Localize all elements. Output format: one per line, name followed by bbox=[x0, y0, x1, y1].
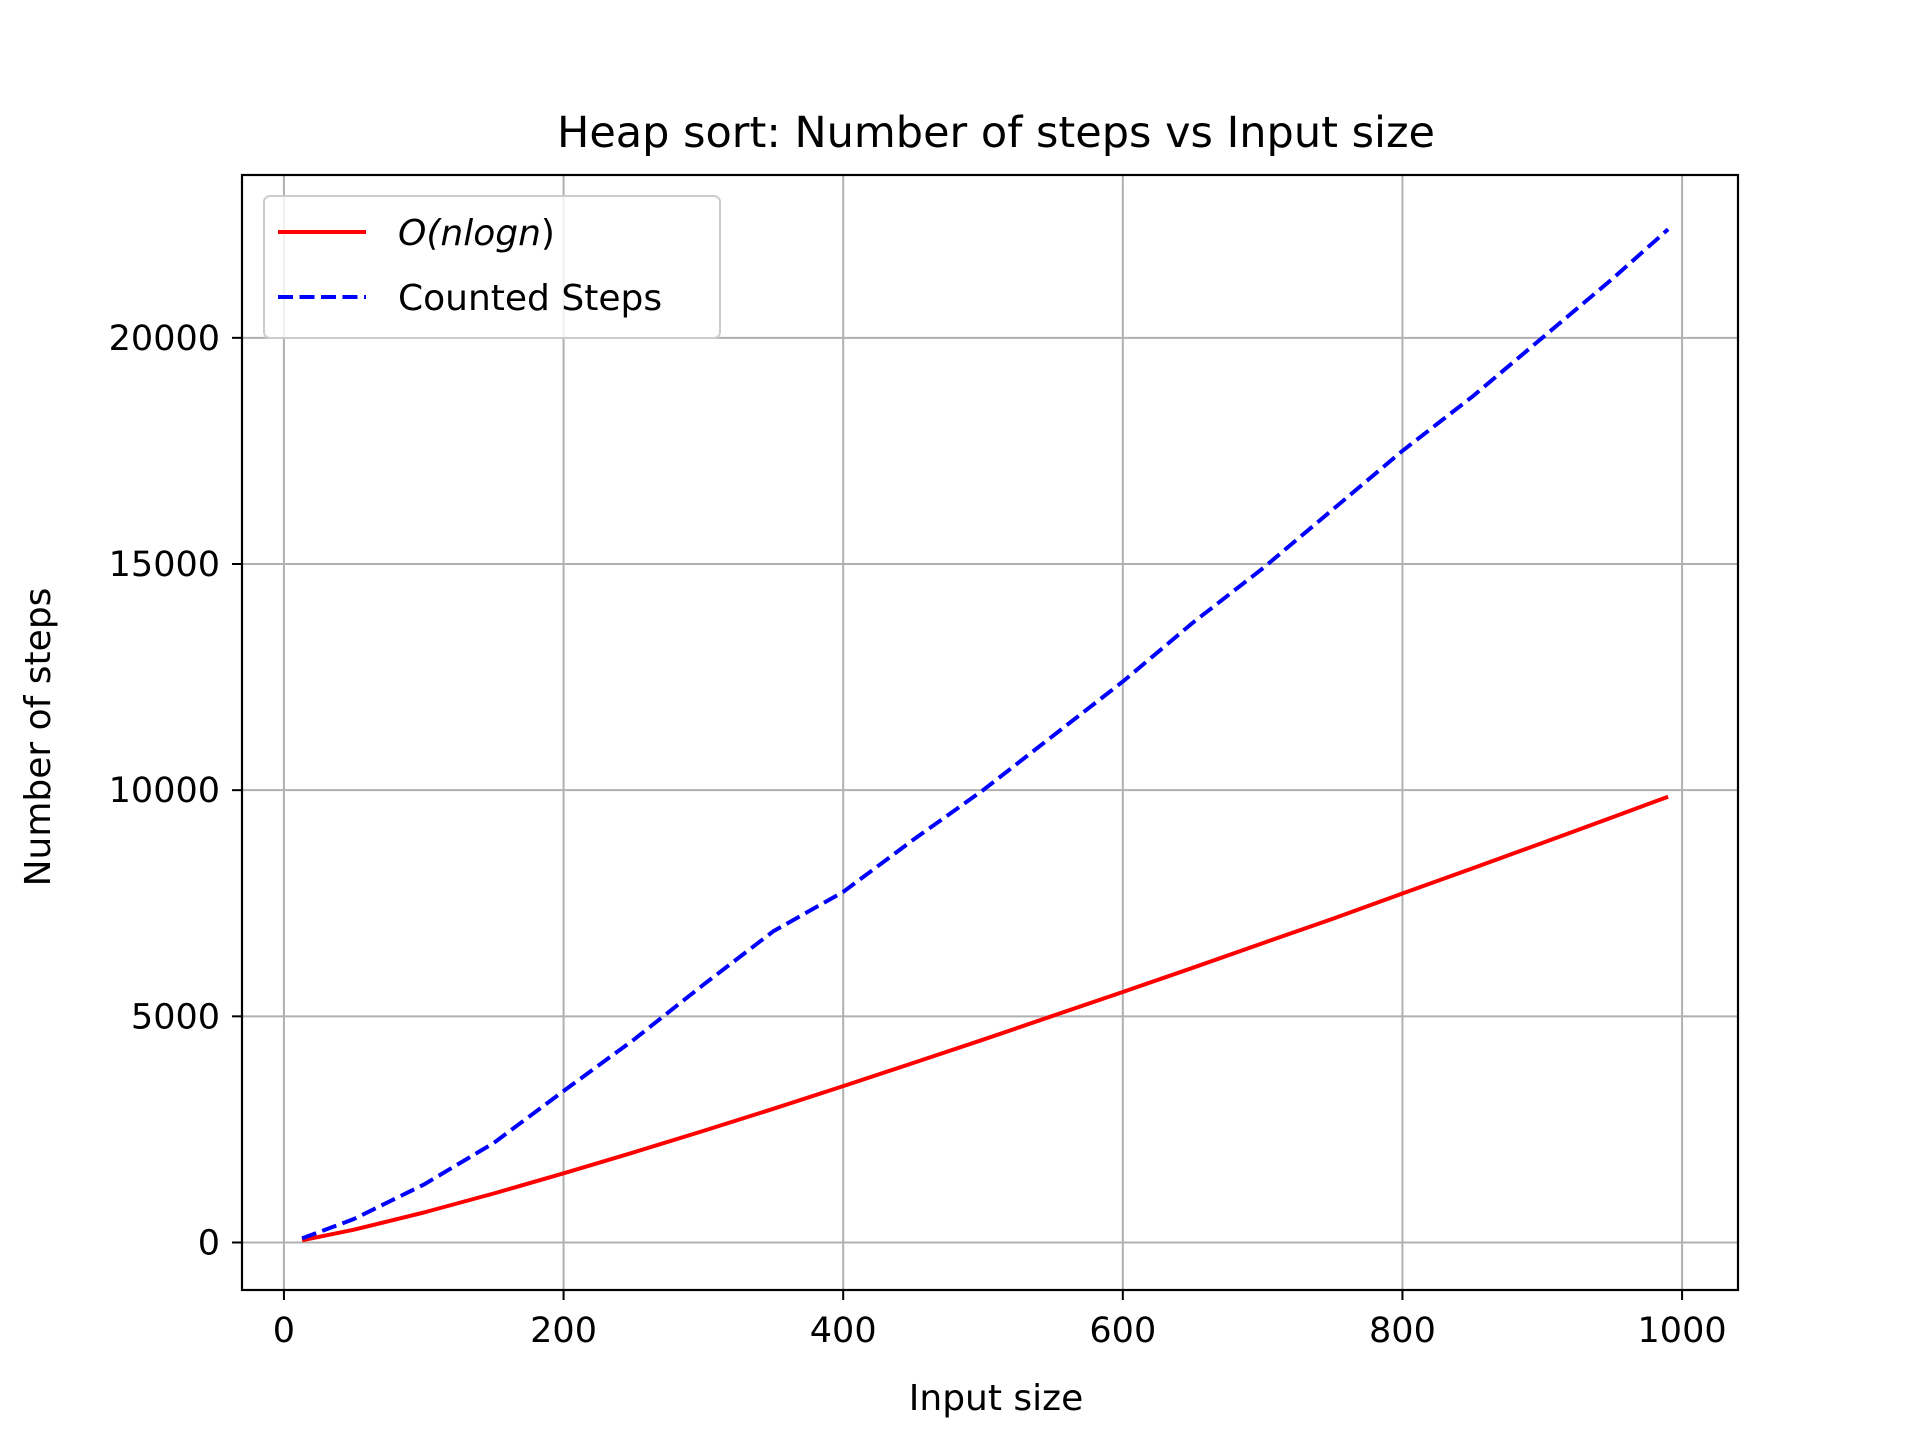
legend-box bbox=[263, 195, 721, 339]
legend-label-counted-steps: Counted Steps bbox=[398, 278, 662, 319]
legend-label-onlogn-prefix: O( bbox=[398, 213, 442, 254]
series-layer bbox=[301, 227, 1670, 1243]
y-tick-label: 20000 bbox=[109, 319, 220, 359]
series-line-counted-steps bbox=[301, 227, 1670, 1241]
chart-title: Heap sort: Number of steps vs Input size bbox=[557, 108, 1435, 158]
legend-label-onlogn-suffix: ) bbox=[541, 213, 555, 254]
legend-label-onlogn-italic: nlogn bbox=[440, 213, 541, 254]
y-tick-label: 10000 bbox=[109, 771, 220, 811]
y-tick-label: 15000 bbox=[109, 545, 220, 585]
x-tick-label: 600 bbox=[1089, 1311, 1156, 1351]
plot-area-frame bbox=[240, 173, 1740, 1292]
y-tick-label: 5000 bbox=[131, 997, 220, 1037]
x-tick-label: 800 bbox=[1369, 1311, 1436, 1351]
legend: O(nlogn) Counted Steps bbox=[263, 195, 721, 339]
x-tick-label: 0 bbox=[273, 1311, 295, 1351]
grid bbox=[242, 175, 1738, 1290]
x-axis-title: Input size bbox=[909, 1378, 1083, 1419]
x-tick-label: 200 bbox=[530, 1311, 597, 1351]
x-tick-label: 1000 bbox=[1638, 1311, 1727, 1351]
y-tick-label: 0 bbox=[198, 1224, 220, 1264]
legend-label-onlogn: O(nlogn) bbox=[398, 213, 555, 254]
x-tick-label: 400 bbox=[810, 1311, 877, 1351]
series-line-onlogn bbox=[301, 794, 1669, 1243]
y-axis-title: Number of steps bbox=[18, 588, 59, 887]
